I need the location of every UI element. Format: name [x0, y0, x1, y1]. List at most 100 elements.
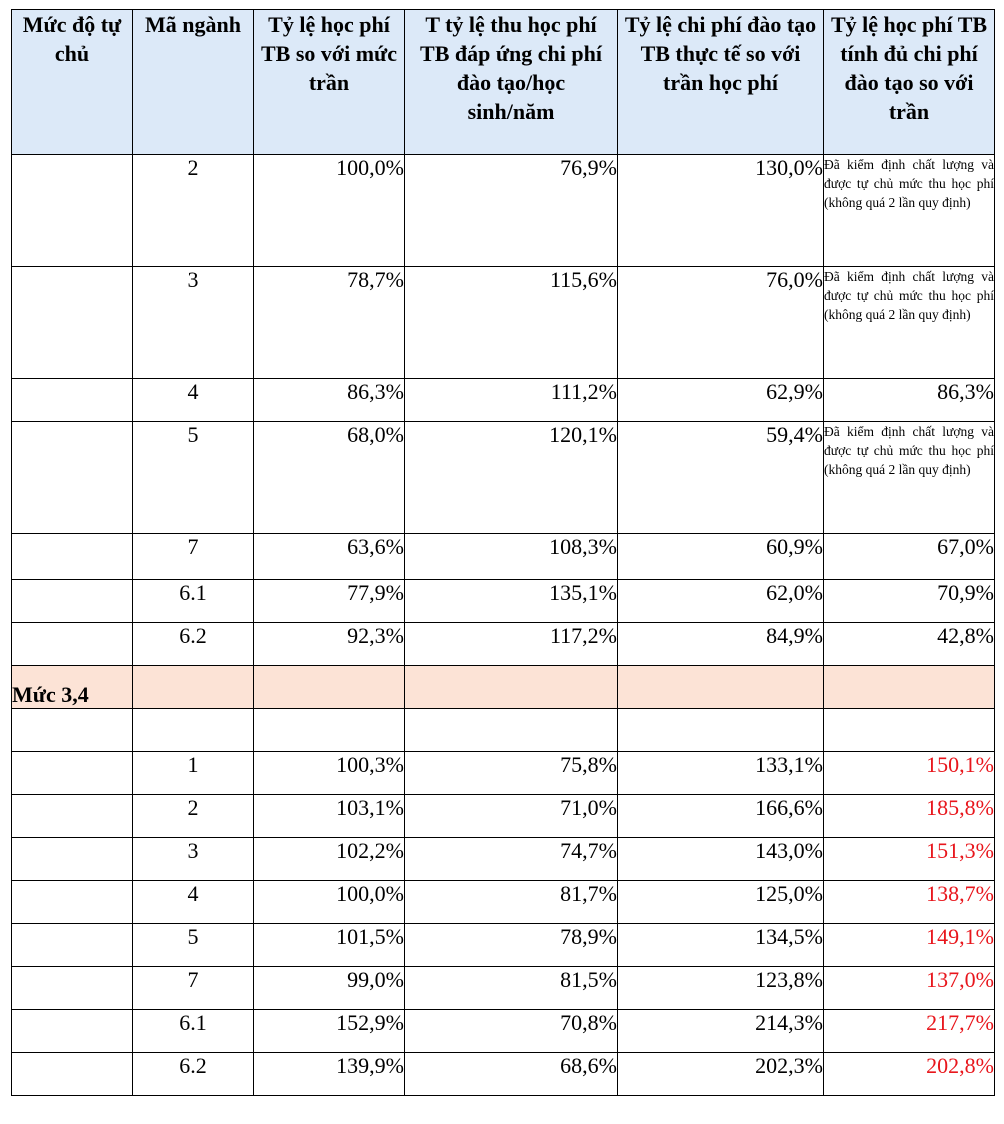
- cost-coverage-cell: 68,6%: [404, 1052, 618, 1096]
- table-row: 6.1 152,9% 70,8% 214,3% 217,7%: [11, 1009, 995, 1053]
- fee-ratio-cell: 102,2%: [253, 837, 405, 881]
- cost-coverage-cell: 117,2%: [404, 622, 618, 666]
- empty-cell: [617, 708, 824, 752]
- header-full-cost-ratio: Tỷ lệ học phí TB tính đủ chi phí đào tạo…: [823, 9, 995, 155]
- full-cost-ratio-cell: 86,3%: [823, 378, 995, 422]
- cost-ratio-cell: 62,9%: [617, 378, 824, 422]
- fee-ratio-cell: 100,0%: [253, 154, 405, 267]
- full-cost-ratio-cell: 42,8%: [823, 622, 995, 666]
- autonomy-cell: [11, 1052, 133, 1096]
- table-row: 3 102,2% 74,7% 143,0% 151,3%: [11, 837, 995, 881]
- autonomy-cell: [11, 966, 133, 1010]
- tuition-fee-table: Mức độ tự chủ Mã ngành Tỷ lệ học phí TB …: [11, 9, 995, 1096]
- header-fee-ratio: Tỷ lệ học phí TB so với mức trần: [253, 9, 405, 155]
- major-code-cell: 7: [132, 966, 254, 1010]
- header-cost-ratio: Tỷ lệ chi phí đào tạo TB thực tế so với …: [617, 9, 824, 155]
- fee-ratio-cell: 100,3%: [253, 751, 405, 795]
- cost-coverage-cell: 74,7%: [404, 837, 618, 881]
- cost-ratio-cell: 214,3%: [617, 1009, 824, 1053]
- table-row: 1 100,3% 75,8% 133,1% 150,1%: [11, 751, 995, 795]
- table-row: 7 99,0% 81,5% 123,8% 137,0%: [11, 966, 995, 1010]
- fee-ratio-cell: 152,9%: [253, 1009, 405, 1053]
- accreditation-note: Đã kiểm định chất lượng và được tự chủ m…: [823, 266, 995, 379]
- cost-ratio-cell: 59,4%: [617, 421, 824, 534]
- table-row: 6.2 139,9% 68,6% 202,3% 202,8%: [11, 1052, 995, 1096]
- cost-ratio-cell: 166,6%: [617, 794, 824, 838]
- major-code-cell: 5: [132, 421, 254, 534]
- empty-cell: [132, 665, 254, 709]
- empty-cell: [11, 708, 133, 752]
- fee-ratio-cell: 63,6%: [253, 533, 405, 580]
- cost-coverage-cell: 71,0%: [404, 794, 618, 838]
- cost-coverage-cell: 70,8%: [404, 1009, 618, 1053]
- empty-cell: [823, 708, 995, 752]
- cost-ratio-cell: 76,0%: [617, 266, 824, 379]
- cost-ratio-cell: 125,0%: [617, 880, 824, 924]
- cost-coverage-cell: 111,2%: [404, 378, 618, 422]
- cost-ratio-cell: 202,3%: [617, 1052, 824, 1096]
- full-cost-ratio-cell: 149,1%: [823, 923, 995, 967]
- cost-ratio-cell: 62,0%: [617, 579, 824, 623]
- cost-ratio-cell: 133,1%: [617, 751, 824, 795]
- header-cost-coverage: T tỷ lệ thu học phí TB đáp ứng chi phí đ…: [404, 9, 618, 155]
- major-code-cell: 6.2: [132, 622, 254, 666]
- autonomy-cell: [11, 622, 133, 666]
- table-row: 2 103,1% 71,0% 166,6% 185,8%: [11, 794, 995, 838]
- cost-ratio-cell: 134,5%: [617, 923, 824, 967]
- full-cost-ratio-cell: 137,0%: [823, 966, 995, 1010]
- major-code-cell: 3: [132, 266, 254, 379]
- major-code-cell: 1: [132, 751, 254, 795]
- major-code-cell: 6.1: [132, 579, 254, 623]
- major-code-cell: 7: [132, 533, 254, 580]
- table-row: 5 68,0% 120,1% 59,4% Đã kiểm định chất l…: [11, 421, 995, 534]
- autonomy-cell: [11, 378, 133, 422]
- accreditation-note: Đã kiểm định chất lượng và được tự chủ m…: [823, 154, 995, 267]
- table-row: 4 100,0% 81,7% 125,0% 138,7%: [11, 880, 995, 924]
- autonomy-cell: [11, 533, 133, 580]
- cost-ratio-cell: 123,8%: [617, 966, 824, 1010]
- cost-coverage-cell: 76,9%: [404, 154, 618, 267]
- cost-coverage-cell: 81,7%: [404, 880, 618, 924]
- table-row: 2 100,0% 76,9% 130,0% Đã kiểm định chất …: [11, 154, 995, 267]
- fee-ratio-cell: 78,7%: [253, 266, 405, 379]
- autonomy-cell: [11, 837, 133, 881]
- cost-coverage-cell: 78,9%: [404, 923, 618, 967]
- fee-ratio-cell: 77,9%: [253, 579, 405, 623]
- major-code-cell: 4: [132, 880, 254, 924]
- empty-cell: [404, 708, 618, 752]
- header-row: Mức độ tự chủ Mã ngành Tỷ lệ học phí TB …: [11, 9, 995, 155]
- major-code-cell: 2: [132, 794, 254, 838]
- autonomy-cell: [11, 880, 133, 924]
- major-code-cell: 5: [132, 923, 254, 967]
- level-label: Mức 3,4: [11, 665, 133, 709]
- fee-ratio-cell: 86,3%: [253, 378, 405, 422]
- table-row: 5 101,5% 78,9% 134,5% 149,1%: [11, 923, 995, 967]
- full-cost-ratio-cell: 138,7%: [823, 880, 995, 924]
- fee-ratio-cell: 139,9%: [253, 1052, 405, 1096]
- header-major-code: Mã ngành: [132, 9, 254, 155]
- table-row: 7 63,6% 108,3% 60,9% 67,0%: [11, 533, 995, 580]
- empty-cell: [823, 665, 995, 709]
- cost-ratio-cell: 143,0%: [617, 837, 824, 881]
- table-row: 6.1 77,9% 135,1% 62,0% 70,9%: [11, 579, 995, 623]
- spacer-row: [11, 708, 995, 752]
- full-cost-ratio-cell: 185,8%: [823, 794, 995, 838]
- fee-ratio-cell: 99,0%: [253, 966, 405, 1010]
- autonomy-cell: [11, 794, 133, 838]
- cost-coverage-cell: 75,8%: [404, 751, 618, 795]
- cost-coverage-cell: 108,3%: [404, 533, 618, 580]
- major-code-cell: 2: [132, 154, 254, 267]
- full-cost-ratio-cell: 217,7%: [823, 1009, 995, 1053]
- fee-ratio-cell: 68,0%: [253, 421, 405, 534]
- autonomy-cell: [11, 579, 133, 623]
- cost-coverage-cell: 81,5%: [404, 966, 618, 1010]
- autonomy-cell: [11, 421, 133, 534]
- cost-ratio-cell: 130,0%: [617, 154, 824, 267]
- table-row: 3 78,7% 115,6% 76,0% Đã kiểm định chất l…: [11, 266, 995, 379]
- full-cost-ratio-cell: 202,8%: [823, 1052, 995, 1096]
- cost-coverage-cell: 120,1%: [404, 421, 618, 534]
- fee-ratio-cell: 101,5%: [253, 923, 405, 967]
- header-autonomy-level: Mức độ tự chủ: [11, 9, 133, 155]
- autonomy-cell: [11, 154, 133, 267]
- cost-coverage-cell: 115,6%: [404, 266, 618, 379]
